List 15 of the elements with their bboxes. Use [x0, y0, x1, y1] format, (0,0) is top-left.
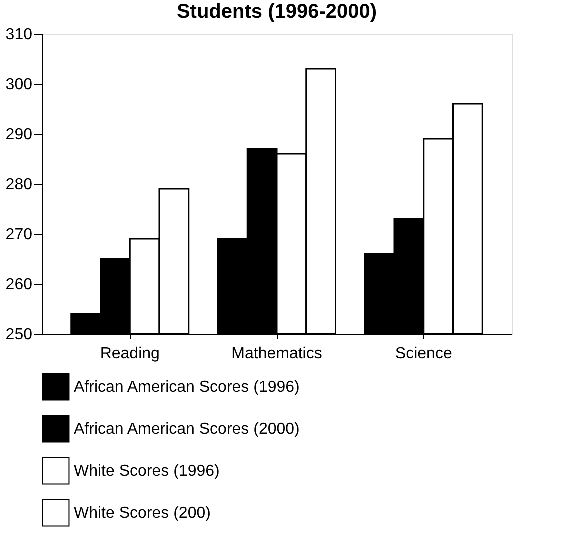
x-tick-label: Reading: [100, 346, 160, 362]
y-tick-label: 270: [6, 226, 33, 244]
y-tick-label: 280: [6, 176, 33, 194]
chart-title: Students (1996-2000): [176, 1, 378, 23]
y-tick-label: 260: [6, 276, 33, 294]
x-tick-label: Mathematics: [232, 346, 322, 362]
y-tick-label: 250: [6, 326, 33, 344]
y-tick-label: 290: [6, 126, 33, 144]
legend-label: African American Scores (1996): [74, 379, 300, 396]
y-tick-label: 310: [6, 26, 33, 44]
x-tick-label: Science: [395, 346, 452, 362]
legend-label: White Scores (1996): [74, 463, 220, 480]
legend-label: African American Scores (2000): [74, 421, 300, 438]
legend-label: White Scores (200): [74, 505, 211, 522]
y-tick-label: 300: [6, 76, 33, 94]
